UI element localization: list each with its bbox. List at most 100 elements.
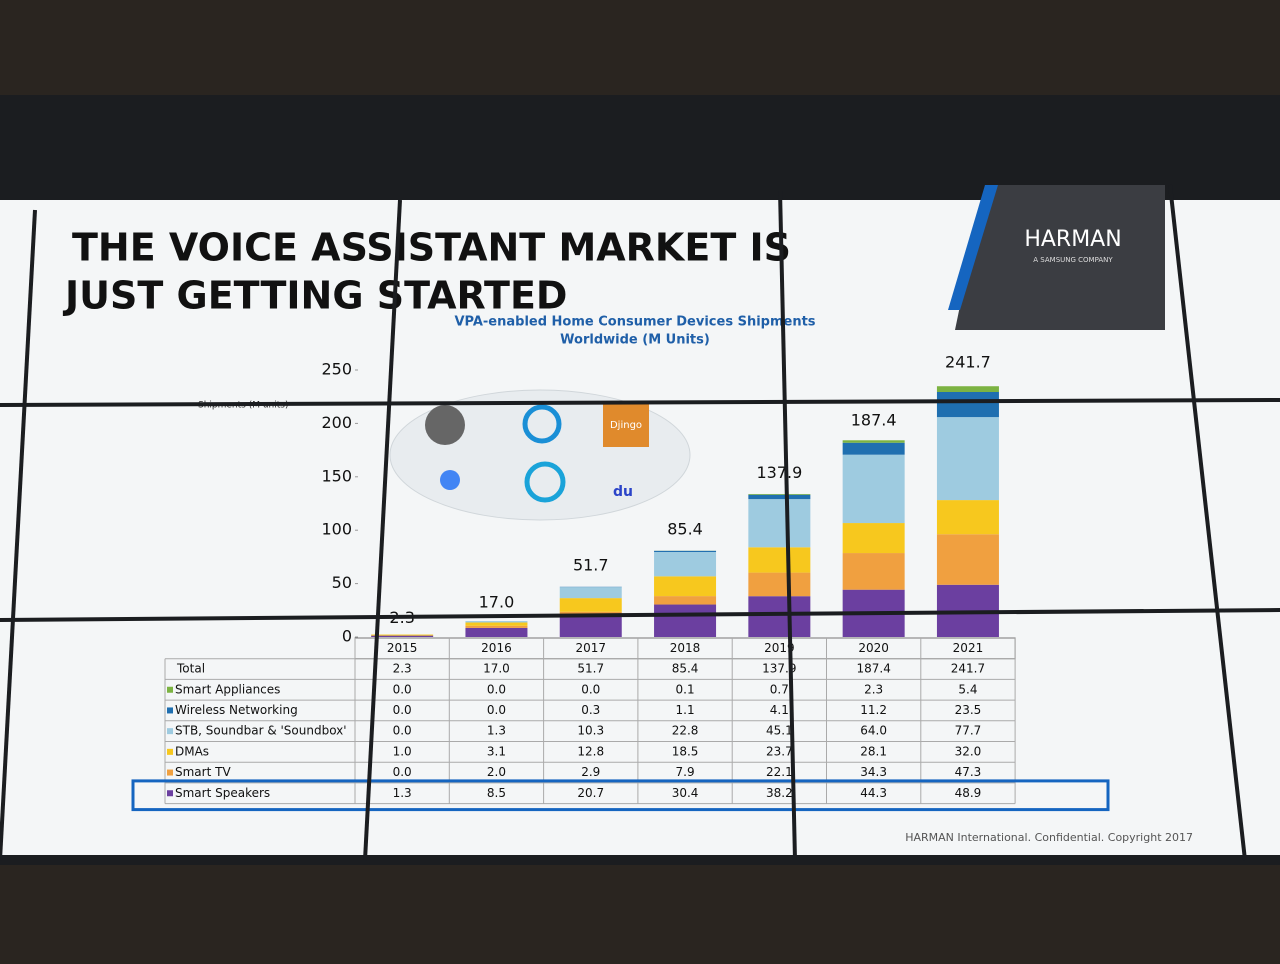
table-cell: 47.3 (955, 765, 982, 779)
table-cell: 23.5 (955, 703, 982, 717)
table-cell: 64.0 (860, 724, 887, 738)
table-cell: 2.3 (393, 662, 412, 676)
table-cell: 1.0 (393, 744, 412, 758)
table-cell: 4.1 (770, 703, 789, 717)
bar-segment (371, 635, 433, 636)
table-cell: 23.7 (766, 744, 793, 758)
table-cell: 0.3 (581, 703, 600, 717)
total-label: 137.9 (756, 463, 802, 482)
table-cell: 28.1 (860, 744, 887, 758)
table-cell: 12.8 (577, 744, 604, 758)
bar-segment (937, 392, 999, 417)
total-label: 51.7 (573, 555, 609, 574)
table-cell: 0.7 (770, 682, 789, 696)
y-tick-label: 50 (332, 573, 352, 592)
table-cell: 5.4 (958, 682, 977, 696)
bar-segment (465, 621, 527, 622)
bar-segment (843, 440, 905, 442)
table-cell: 7.9 (676, 765, 695, 779)
bar-segment (654, 576, 716, 596)
bar-segment (654, 596, 716, 604)
total-label: 85.4 (667, 519, 703, 538)
logo-brand: HARMAN (1024, 227, 1121, 252)
bar-segment (843, 553, 905, 590)
table-cell: 241.7 (951, 662, 985, 676)
legend-label: STB, Soundbar & 'Soundbox' (175, 724, 347, 738)
bar-segment (843, 455, 905, 523)
table-cell: 22.8 (672, 724, 699, 738)
bar-segment (748, 499, 810, 547)
y-tick-label: 0 (342, 627, 352, 646)
bar-segment (937, 417, 999, 500)
table-cell: 48.9 (955, 786, 982, 800)
x-tick-label: 2015 (387, 641, 418, 655)
google-icon (440, 470, 460, 490)
bar-segment (937, 386, 999, 392)
legend-swatch (167, 770, 173, 776)
table-cell: 1.3 (487, 724, 506, 738)
siri-icon (425, 405, 465, 445)
slide-title: JUST GETTING STARTED (62, 274, 567, 318)
table-cell: 20.7 (577, 786, 604, 800)
legend-swatch (167, 749, 173, 755)
table-cell: 85.4 (672, 662, 699, 676)
legend-swatch (167, 707, 173, 713)
table-cell: 3.1 (487, 744, 506, 758)
table-cell: 77.7 (955, 724, 982, 738)
total-label: 241.7 (945, 352, 991, 371)
chart-title: VPA-enabled Home Consumer Devices Shipme… (454, 315, 815, 330)
table-cell: 17.0 (483, 662, 510, 676)
table-cell: 2.0 (487, 765, 506, 779)
footer: HARMAN International. Confidential. Copy… (905, 831, 1193, 844)
bar-segment (560, 587, 622, 598)
x-tick-label: 2016 (481, 641, 512, 655)
table-cell: 2.3 (864, 682, 883, 696)
table-cell: 0.0 (393, 682, 412, 696)
bar-segment (843, 443, 905, 455)
table-cell: 32.0 (955, 744, 982, 758)
y-tick-label: 150 (321, 466, 352, 485)
table-cell: 0.1 (676, 682, 695, 696)
bar-segment (654, 605, 716, 637)
bar-segment (371, 636, 433, 637)
legend-swatch (167, 790, 173, 796)
table-cell: 0.0 (393, 765, 412, 779)
y-tick-label: 100 (321, 520, 352, 539)
bar-segment (748, 495, 810, 499)
table-cell: 1.1 (676, 703, 695, 717)
legend-swatch (167, 687, 173, 693)
table-cell: 0.0 (393, 724, 412, 738)
table-cell: 11.2 (860, 703, 887, 717)
table-cell: 44.3 (860, 786, 887, 800)
slide-title: THE VOICE ASSISTANT MARKET IS (72, 226, 791, 270)
table-cell: 38.2 (766, 786, 793, 800)
logo-tagline: A SAMSUNG COMPANY (1033, 256, 1113, 264)
table-cell: 0.0 (487, 703, 506, 717)
bar-segment (465, 622, 527, 625)
total-label: 17.0 (479, 592, 515, 611)
table-cell: 22.1 (766, 765, 793, 779)
table-cell: 18.5 (672, 744, 699, 758)
legend-swatch (167, 728, 173, 734)
bar-segment (560, 598, 622, 612)
bar-segment (654, 552, 716, 576)
baidu-icon: du (613, 484, 633, 500)
x-tick-label: 2020 (858, 641, 889, 655)
y-tick-label: 250 (321, 360, 352, 379)
legend-label: Wireless Networking (175, 703, 298, 717)
table-cell: 0.0 (581, 682, 600, 696)
table-cell: 51.7 (577, 662, 604, 676)
legend-label: Smart Speakers (175, 786, 270, 800)
table-cell: 10.3 (577, 724, 604, 738)
bar-segment (560, 615, 622, 637)
legend-label: Smart TV (175, 765, 231, 779)
bar-segment (937, 534, 999, 585)
table-cell: 34.3 (860, 765, 887, 779)
x-tick-label: 2018 (670, 641, 701, 655)
bar-segment (654, 551, 716, 552)
total-label: 187.4 (851, 410, 897, 429)
chart-title: Worldwide (M Units) (560, 333, 710, 348)
legend-label: Smart Appliances (175, 682, 280, 696)
bar-segment (748, 547, 810, 572)
